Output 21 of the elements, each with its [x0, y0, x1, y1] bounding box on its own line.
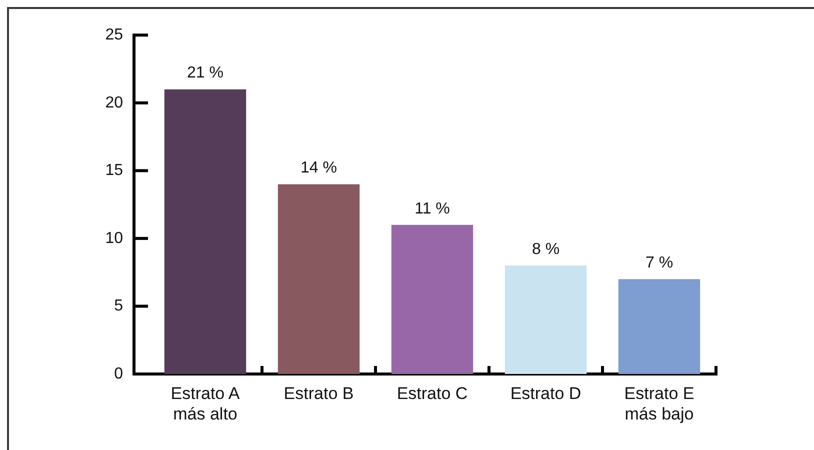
y-tick-label: 0 — [114, 365, 124, 382]
bar — [278, 184, 360, 374]
data-label: 11 % — [414, 200, 450, 218]
x-tick-label: Estrato A más alto — [170, 384, 240, 424]
y-tick-label: 20 — [105, 94, 124, 112]
y-tick-label: 15 — [105, 162, 124, 180]
x-tick-label: Estrato D — [510, 384, 582, 403]
data-label: 21 % — [187, 64, 224, 82]
y-tick-label: 25 — [105, 26, 124, 44]
data-label: 7 % — [645, 254, 674, 272]
bar — [164, 89, 246, 374]
y-tick-label: 5 — [114, 298, 124, 315]
bar — [618, 279, 700, 374]
x-tick-label: Estrato E más bajo — [624, 384, 694, 424]
x-tick-label: Estrato C — [396, 384, 468, 403]
bar — [504, 266, 587, 374]
y-tick-label: 10 — [105, 230, 124, 247]
data-label: 8 % — [532, 240, 560, 258]
x-tick-label: Estrato B — [284, 384, 354, 403]
bar — [391, 224, 474, 374]
data-label: 14 % — [300, 160, 337, 177]
